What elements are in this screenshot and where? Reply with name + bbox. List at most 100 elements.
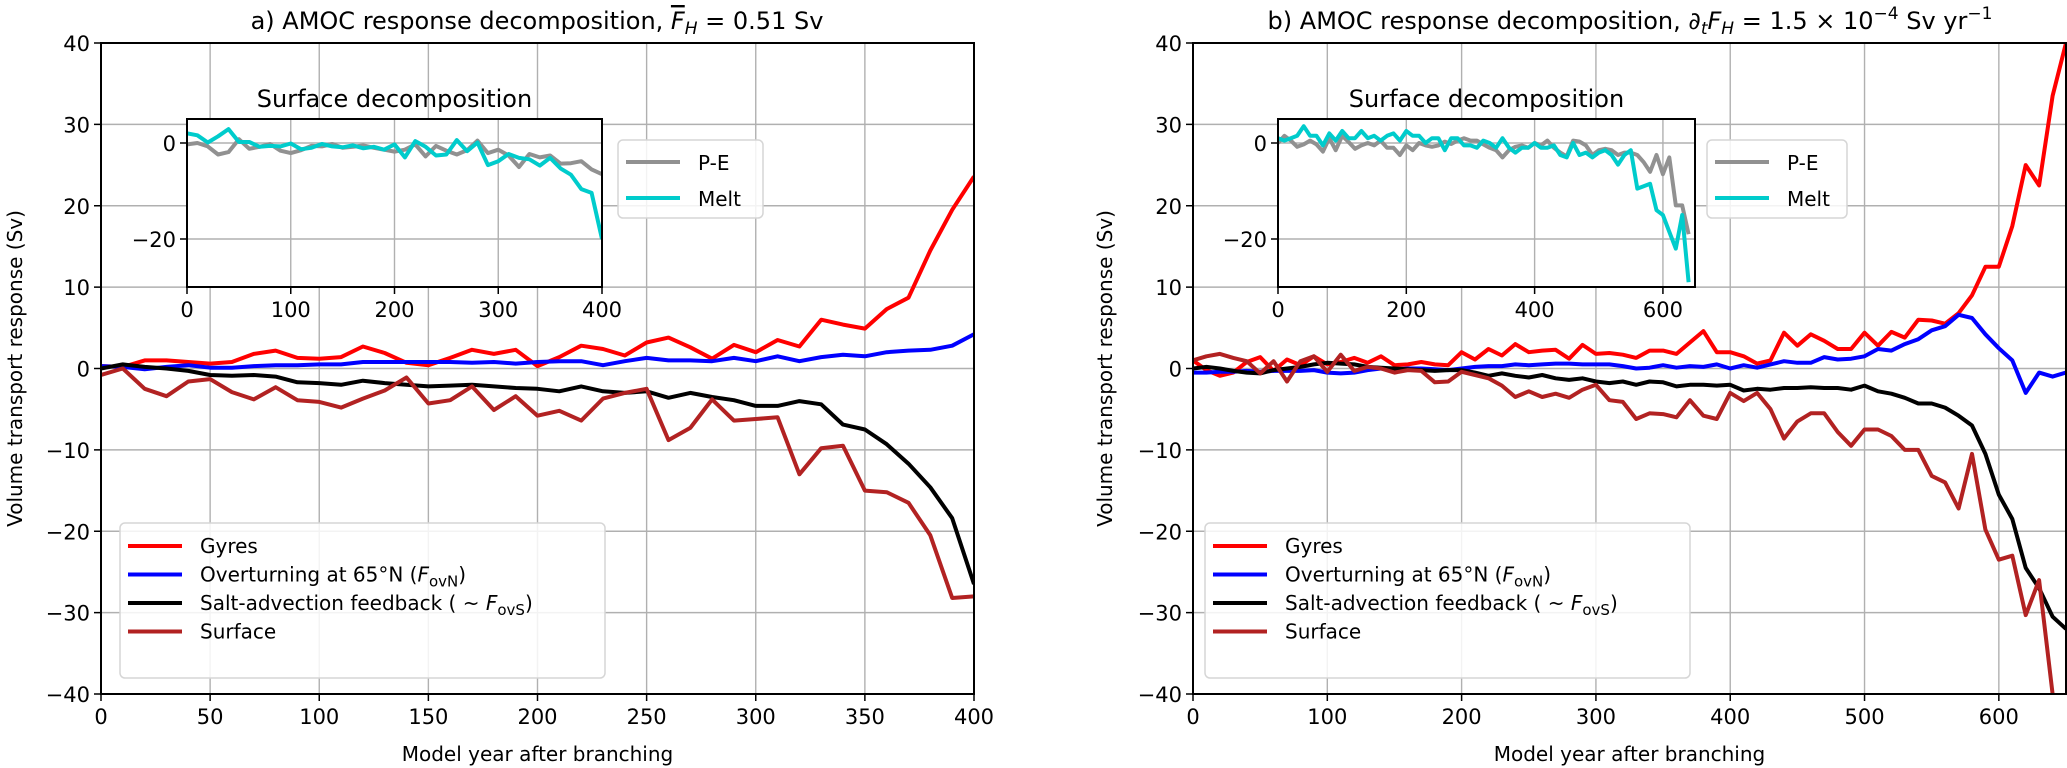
x-tick-label: 350 bbox=[845, 705, 885, 729]
y-axis: −40 −30 −20 −10 0 10 20 30 40 bbox=[1138, 32, 1193, 707]
title-suffix: = 0.51 Sv bbox=[698, 7, 824, 35]
panel-b: 0 100 200 300 400 500 600 −40−30−20−1001020304… bbox=[1093, 4, 2067, 766]
series-lines bbox=[101, 175, 974, 600]
legend-text-part: Overturning at 65°N ( bbox=[200, 563, 417, 587]
title-math-sub: t bbox=[1701, 19, 1709, 39]
y-tick-label: 30 bbox=[1155, 113, 1182, 137]
x-tick-label: 50 bbox=[197, 705, 224, 729]
legend-math: F bbox=[1571, 591, 1583, 615]
inset-title: Surface decomposition bbox=[257, 85, 532, 113]
y-tick-label: 40 bbox=[63, 32, 90, 56]
y-tick-label: 20 bbox=[1155, 195, 1182, 219]
series-line-salt-advection bbox=[101, 362, 974, 585]
y-tick-label: 10 bbox=[63, 276, 90, 300]
panel-a: 0 50 100 150 200 250 300 350 400 −40−30−20−10010… bbox=[3, 7, 994, 766]
legend-text-part: Salt-advection feedback ( ~ bbox=[200, 591, 486, 615]
legend-box bbox=[119, 522, 606, 679]
legend-math-sub: ovS bbox=[497, 601, 525, 619]
inset-series-lines bbox=[1278, 124, 1691, 283]
y-tick-label: −40 bbox=[1138, 683, 1182, 707]
legend-math: F bbox=[1502, 563, 1514, 587]
y-tick-label: 40 bbox=[1155, 32, 1182, 56]
x-tick-label: 250 bbox=[627, 705, 667, 729]
title-math-sup: −4 bbox=[1874, 4, 1899, 24]
panel-a-title: a) AMOC response decomposition, FH = 0.5… bbox=[251, 7, 824, 39]
legend-label: Gyres bbox=[200, 534, 258, 558]
legend-label: Salt-advection feedback ( ~ FovS) bbox=[200, 591, 533, 619]
inset-x-tick-label: 0 bbox=[1271, 298, 1284, 322]
legend-math: F bbox=[486, 591, 498, 615]
inset-x-tick-label: 100 bbox=[271, 298, 311, 322]
inset-y-tick-label: −20 bbox=[132, 228, 176, 252]
inset-series-line-melt bbox=[187, 127, 602, 240]
legend-box bbox=[1204, 522, 1691, 679]
series-line-overturning bbox=[1193, 312, 2066, 395]
y-tick-label: −20 bbox=[1138, 520, 1182, 544]
title-text: a) AMOC response decomposition, bbox=[251, 7, 671, 35]
y-tick-label: −30 bbox=[1138, 602, 1182, 626]
legend-label: Surface bbox=[1285, 620, 1361, 644]
y-axis: −40 −30 −20 −10 0 10 20 30 40 bbox=[46, 32, 101, 707]
x-tick-label: 100 bbox=[1307, 705, 1347, 729]
x-tick-label: 300 bbox=[736, 705, 776, 729]
series-line-overturning bbox=[101, 332, 974, 372]
title-math: = 1.5 × 10 bbox=[1734, 7, 1873, 35]
inset-y-tick-label: 0 bbox=[1254, 132, 1267, 156]
x-axis-label: Model year after branching bbox=[1494, 742, 1766, 766]
title-math: F bbox=[1707, 7, 1722, 35]
x-tick-label: 400 bbox=[954, 705, 994, 729]
legend-text-part: ) bbox=[458, 563, 466, 587]
series-line-salt-advection bbox=[1193, 360, 2066, 631]
legend-math-sub: ovN bbox=[429, 573, 458, 591]
y-tick-label: 10 bbox=[1155, 276, 1182, 300]
panel-b-title: b) AMOC response decomposition, ∂tFH = 1… bbox=[1268, 4, 1993, 39]
inset-series-lines bbox=[187, 127, 602, 240]
y-tick-label: 0 bbox=[1169, 358, 1182, 382]
series-line-surface bbox=[1193, 351, 2056, 694]
inset-x-tick-label: 200 bbox=[1386, 298, 1426, 322]
legend-text-part: Overturning at 65°N ( bbox=[1285, 563, 1502, 587]
inset-x-tick-label: 200 bbox=[374, 298, 414, 322]
title-math: Sv yr bbox=[1899, 7, 1968, 35]
legend-label: Overturning at 65°N (FovN) bbox=[200, 563, 466, 591]
inset-x-tick-label: 300 bbox=[478, 298, 518, 322]
y-tick-label: 20 bbox=[63, 195, 90, 219]
inset-legend-label: P-E bbox=[1787, 151, 1818, 175]
x-tick-label: 100 bbox=[299, 705, 339, 729]
inset-x-tick-label: 600 bbox=[1643, 298, 1683, 322]
inset-legend-label: Melt bbox=[698, 187, 741, 211]
y-tick-label: 30 bbox=[63, 113, 90, 137]
x-tick-label: 150 bbox=[408, 705, 448, 729]
inset-legend-label: P-E bbox=[698, 151, 729, 175]
x-tick-label: 500 bbox=[1844, 705, 1884, 729]
legend-text-part: ) bbox=[525, 591, 533, 615]
legend-math-sub: ovS bbox=[1582, 601, 1610, 619]
x-tick-label: 0 bbox=[94, 705, 107, 729]
title-text: b) AMOC response decomposition, bbox=[1268, 7, 1689, 35]
legend-label: Surface bbox=[200, 620, 276, 644]
inset-surface-decomposition: 0 200 400 600 −20 0 Surface decomposition P-E Me… bbox=[1223, 85, 1848, 322]
inset-y-tick-label: −20 bbox=[1223, 228, 1267, 252]
legend-label: Overturning at 65°N (FovN) bbox=[1285, 563, 1551, 591]
x-tick-label: 300 bbox=[1576, 705, 1616, 729]
x-axis-label: Model year after branching bbox=[402, 742, 674, 766]
inset-legend-box bbox=[617, 139, 764, 219]
legend-math-sub: ovN bbox=[1514, 573, 1543, 591]
series-line-surface bbox=[101, 366, 974, 600]
x-axis: 0 50 100 150 200 250 300 350 400 bbox=[94, 694, 994, 729]
title-math: ∂ bbox=[1688, 7, 1700, 35]
inset-x-tick-label: 0 bbox=[180, 298, 193, 322]
y-tick-label: −30 bbox=[46, 602, 90, 626]
legend-label: Gyres bbox=[1285, 534, 1343, 558]
inset-title: Surface decomposition bbox=[1349, 85, 1624, 113]
inset-x-tick-label: 400 bbox=[1515, 298, 1555, 322]
y-axis-label: Volume transport response (Sv) bbox=[1093, 210, 1117, 527]
inset-legend-label: Melt bbox=[1787, 187, 1830, 211]
legend-text-part: ) bbox=[1610, 591, 1618, 615]
legend-label: Salt-advection feedback ( ~ FovS) bbox=[1285, 591, 1618, 619]
inset-frame bbox=[1277, 118, 1696, 288]
title-math-sub: H bbox=[685, 19, 698, 39]
